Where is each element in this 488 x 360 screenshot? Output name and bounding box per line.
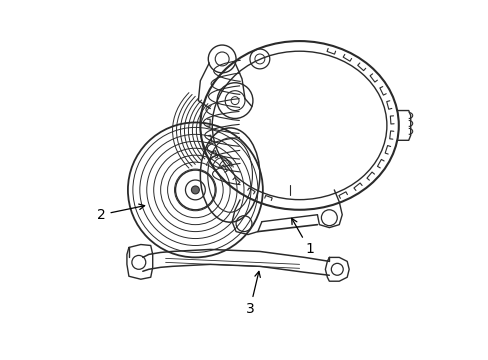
Circle shape	[191, 186, 199, 194]
Text: 1: 1	[291, 219, 313, 256]
Text: 3: 3	[245, 271, 260, 316]
Text: 2: 2	[97, 204, 144, 222]
